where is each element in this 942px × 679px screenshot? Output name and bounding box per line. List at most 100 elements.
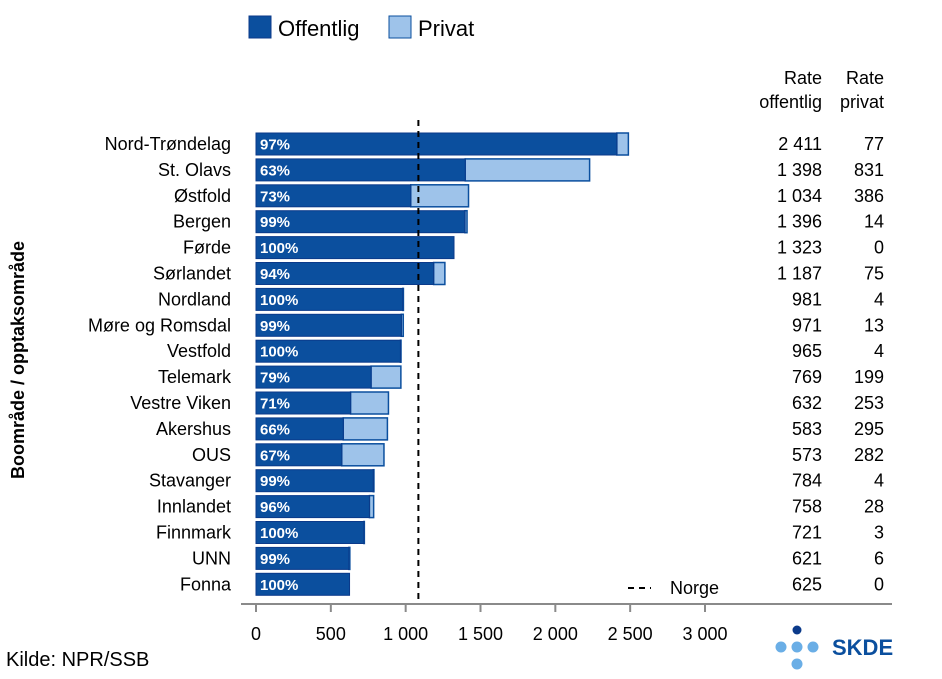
category-label: Sørlandet	[153, 264, 231, 284]
x-tick-label: 500	[316, 624, 346, 644]
category-label: Stavanger	[149, 471, 231, 491]
category-label: Møre og Romsdal	[88, 315, 231, 335]
bar-offentlig-6	[255, 287, 404, 311]
col-header-offentlig-line2: offentlig	[759, 92, 822, 112]
bar-percent-label: 96%	[260, 499, 290, 516]
bar-offentlig-11	[255, 417, 344, 441]
category-label: St. Olavs	[158, 160, 231, 180]
rate-offentlig-value: 1 398	[777, 160, 822, 180]
rate-privat-value: 13	[864, 315, 884, 335]
bar-offentlig-0	[255, 132, 618, 156]
category-label: Nord-Trøndelag	[105, 134, 231, 154]
norge-legend-label: Norge	[670, 578, 719, 598]
bar-percent-label: 100%	[260, 240, 298, 257]
x-tick-label: 1 000	[383, 624, 428, 644]
bar-offentlig-8	[255, 339, 401, 363]
x-tick-label: 1 500	[458, 624, 503, 644]
bar-privat-12	[341, 443, 385, 467]
rate-offentlig-value: 573	[792, 445, 822, 465]
bar-offentlig-13	[255, 469, 374, 493]
bar-percent-label: 71%	[260, 396, 290, 413]
bar-offentlig-10	[255, 391, 352, 415]
rate-privat-value: 28	[864, 497, 884, 517]
legend-label-privat: Privat	[418, 16, 474, 41]
bar-offentlig-16	[255, 546, 350, 570]
logo-dot	[807, 641, 819, 653]
legend-swatch-privat	[388, 15, 412, 39]
rate-table: 2 411 77 1 398 831 1 034 386 1 396 14 1 323 0 1 18…	[777, 134, 884, 594]
logo-dot	[792, 625, 802, 635]
rate-privat-value: 253	[854, 393, 884, 413]
bar-offentlig-12	[255, 443, 343, 467]
rate-offentlig-value: 1 323	[777, 238, 822, 258]
bar-offentlig-9	[255, 365, 372, 389]
legend-swatch-offentlig	[248, 15, 272, 39]
rate-privat-value: 282	[854, 445, 884, 465]
skde-logo: SKDE	[775, 625, 893, 670]
category-label: Førde	[183, 238, 231, 258]
legend-label-offentlig: Offentlig	[278, 16, 360, 41]
bar-percent-label: 63%	[260, 162, 290, 179]
category-label: Fonna	[180, 574, 232, 594]
bar-percent-label: 99%	[260, 473, 290, 490]
y-axis-title: Boområde / opptaksområde	[8, 241, 28, 479]
col-header-privat-line1: Rate	[846, 68, 884, 88]
rate-offentlig-value: 632	[792, 393, 822, 413]
bar-offentlig-4	[255, 236, 455, 260]
rate-offentlig-value: 1 187	[777, 264, 822, 284]
rate-offentlig-value: 784	[792, 471, 822, 491]
x-axis-ticks: 0 500 1 000 1 500 2 000 2 500 3 000	[251, 604, 728, 644]
x-tick-label: 0	[251, 624, 261, 644]
bar-offentlig-17	[255, 572, 351, 596]
logo-dot	[791, 658, 803, 670]
bar-offentlig-7	[255, 313, 402, 337]
rate-offentlig-value: 721	[792, 523, 822, 543]
bar-percent-label: 79%	[260, 370, 290, 387]
col-header-privat-line2: privat	[840, 92, 884, 112]
rate-privat-value: 0	[874, 238, 884, 258]
rate-privat-value: 3	[874, 523, 884, 543]
bar-offentlig-14	[255, 495, 370, 519]
rate-offentlig-value: 965	[792, 341, 822, 361]
category-label: UNN	[192, 548, 231, 568]
rate-offentlig-value: 1 034	[777, 186, 822, 206]
source-note: Kilde: NPR/SSB	[6, 649, 149, 671]
bar-privat-10	[349, 391, 390, 415]
bar-percent-label: 99%	[260, 318, 290, 335]
bar-offentlig-1	[255, 158, 466, 182]
bar-percent-label: 99%	[260, 551, 290, 568]
category-label: Vestfold	[167, 341, 231, 361]
bar-percent-label: 66%	[260, 421, 290, 438]
bar-percent-label: 100%	[260, 292, 298, 309]
x-tick-label: 2 500	[608, 624, 653, 644]
rate-offentlig-value: 2 411	[778, 134, 822, 154]
rate-privat-value: 831	[854, 160, 884, 180]
bars-group: 97% 63% 73% 99% 100% 94% 100% 99% 100% 79% 71% 66% 6…	[255, 132, 630, 596]
rate-privat-value: 6	[874, 548, 884, 568]
category-label: Østfold	[174, 186, 231, 206]
category-label: Akershus	[156, 419, 231, 439]
rate-privat-value: 386	[854, 186, 884, 206]
rate-privat-value: 14	[864, 212, 884, 232]
bar-percent-label: 97%	[260, 137, 290, 154]
category-label: Finnmark	[156, 523, 232, 543]
bar-percent-label: 100%	[260, 344, 298, 361]
bar-offentlig-3	[255, 210, 466, 234]
rate-offentlig-value: 625	[792, 574, 822, 594]
bar-offentlig-5	[255, 262, 435, 285]
rate-privat-value: 77	[864, 134, 884, 154]
rate-offentlig-value: 583	[792, 419, 822, 439]
bar-percent-label: 73%	[260, 188, 290, 205]
rate-offentlig-value: 621	[792, 548, 822, 568]
rate-offentlig-value: 769	[792, 367, 822, 387]
logo-dot	[775, 641, 787, 653]
bar-percent-label: 100%	[260, 577, 298, 594]
category-label: OUS	[192, 445, 231, 465]
rate-privat-value: 4	[874, 471, 884, 491]
bar-percent-label: 100%	[260, 525, 298, 542]
logo-dot	[791, 641, 803, 653]
bar-privat-2	[410, 184, 470, 208]
bar-privat-14	[368, 494, 375, 519]
rate-offentlig-value: 1 396	[777, 212, 822, 232]
bar-privat-9	[370, 365, 402, 389]
